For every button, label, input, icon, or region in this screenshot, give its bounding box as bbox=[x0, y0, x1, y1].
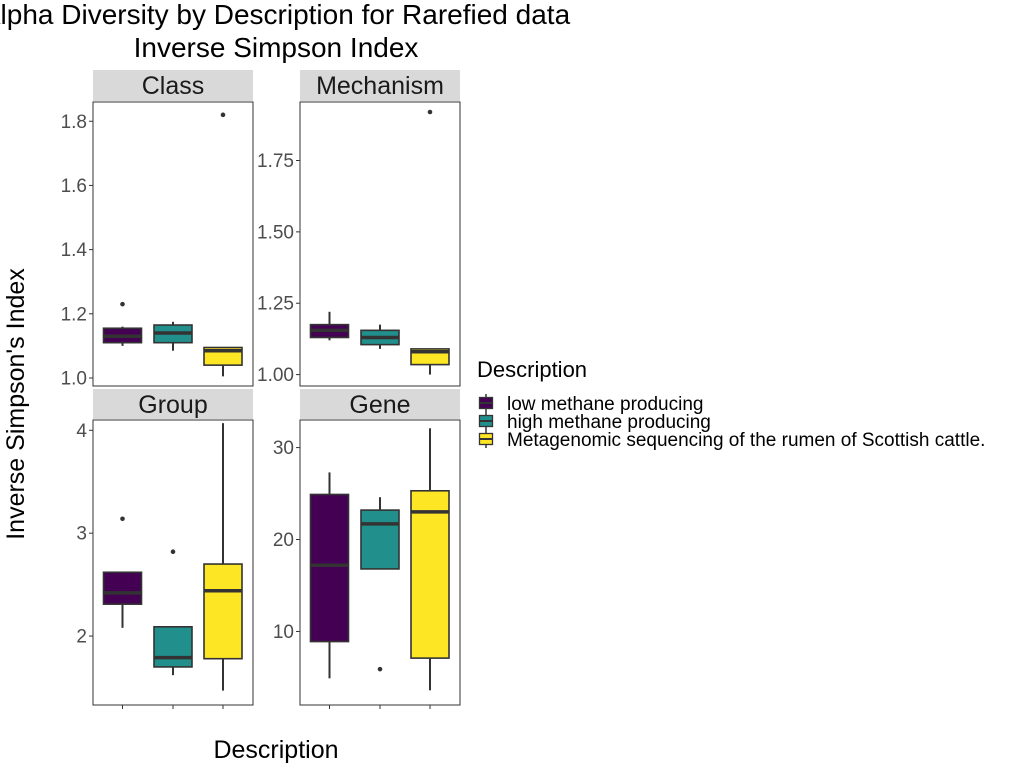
box-body bbox=[153, 626, 193, 668]
legend-title: Description bbox=[477, 357, 587, 382]
panel-border bbox=[92, 101, 254, 387]
legend-label: low methane producing bbox=[507, 394, 703, 415]
facet-panels: Class 1.0 1.2 1.4 1.6 1.8 Mechanism 1.00 1.25 1.5… bbox=[61, 70, 461, 709]
box-1 bbox=[309, 472, 350, 679]
box-2 bbox=[153, 321, 193, 351]
y-tick-label: 20 bbox=[273, 530, 294, 551]
box-body bbox=[102, 571, 143, 605]
facet-group: Group 2 3 4 bbox=[76, 389, 254, 709]
y-axis-title: Inverse Simpson's Index bbox=[2, 268, 30, 540]
legend-item-2: high methane producing bbox=[478, 412, 711, 433]
box-1 bbox=[309, 311, 350, 341]
chart-subtitle: Inverse Simpson Index bbox=[134, 32, 419, 63]
legend-label: Metagenomic sequencing of the rumen of S… bbox=[507, 430, 985, 451]
chart-title: Alpha Diversity by Description for Raref… bbox=[0, 0, 571, 30]
strip-label: Class bbox=[142, 72, 205, 100]
strip-label: Group bbox=[138, 391, 207, 419]
outlier-point bbox=[120, 301, 125, 307]
box-body bbox=[309, 493, 350, 643]
facet-mechanism: Mechanism 1.00 1.25 1.50 1.75 bbox=[257, 70, 461, 387]
y-tick-label: 1.8 bbox=[61, 112, 87, 133]
strip-background bbox=[93, 70, 253, 101]
y-tick-label: 30 bbox=[273, 438, 294, 459]
y-tick-label: 1.00 bbox=[257, 365, 294, 386]
box-3 bbox=[203, 423, 243, 691]
strip-background bbox=[300, 389, 460, 419]
box-body bbox=[203, 563, 243, 660]
box-2 bbox=[360, 497, 400, 672]
strip-background bbox=[93, 389, 253, 419]
y-tick-label: 1.0 bbox=[61, 368, 87, 389]
y-tick-label: 1.25 bbox=[257, 294, 294, 315]
outlier-point bbox=[220, 112, 226, 118]
y-tick-label: 2 bbox=[76, 627, 87, 648]
y-tick-label: 1.2 bbox=[61, 304, 87, 325]
outlier-point bbox=[377, 666, 383, 672]
outlier-point bbox=[427, 109, 433, 115]
y-tick-label: 1.6 bbox=[61, 176, 87, 197]
box-3 bbox=[410, 428, 450, 691]
y-tick-label: 3 bbox=[76, 524, 87, 545]
strip-label: Mechanism bbox=[316, 72, 444, 100]
outlier-point bbox=[120, 516, 125, 522]
box-1 bbox=[102, 516, 143, 628]
y-tick-label: 1.50 bbox=[257, 222, 294, 243]
y-tick-label: 10 bbox=[273, 622, 294, 643]
legend-item-1: low methane producing bbox=[478, 394, 703, 415]
box-3 bbox=[410, 109, 450, 375]
facet-gene: Gene 10 20 30 bbox=[273, 389, 461, 709]
strip-background bbox=[300, 70, 460, 101]
box-body bbox=[410, 489, 450, 659]
box-1 bbox=[102, 301, 143, 346]
box-body bbox=[360, 509, 400, 570]
box-2 bbox=[360, 324, 400, 349]
y-tick-label: 4 bbox=[76, 421, 87, 442]
y-tick-label: 1.75 bbox=[257, 151, 294, 172]
y-tick-label: 1.4 bbox=[61, 240, 88, 261]
outlier-point bbox=[170, 549, 176, 554]
box-3 bbox=[203, 112, 243, 377]
box-2 bbox=[153, 549, 193, 676]
legend-label: high methane producing bbox=[507, 412, 711, 433]
legend-item-3: Metagenomic sequencing of the rumen of S… bbox=[478, 430, 985, 451]
panel-border bbox=[299, 101, 461, 387]
strip-label: Gene bbox=[349, 391, 410, 419]
facet-class: Class 1.0 1.2 1.4 1.6 1.8 bbox=[61, 70, 254, 389]
x-axis-title: Description bbox=[213, 736, 338, 764]
